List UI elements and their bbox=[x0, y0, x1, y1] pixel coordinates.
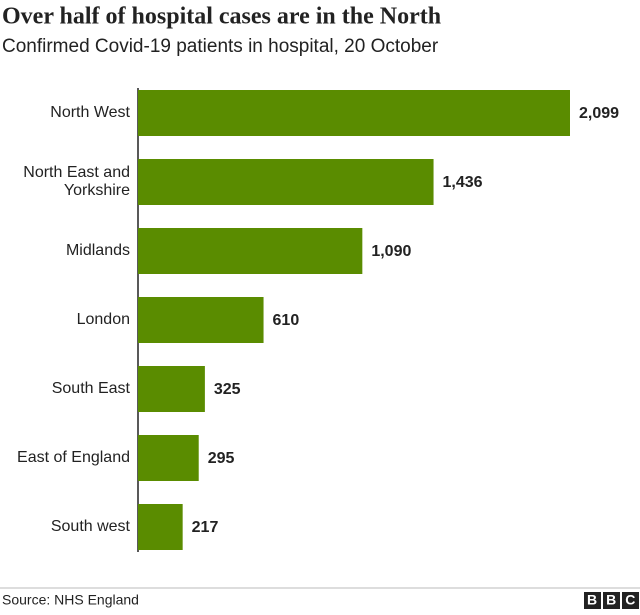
bar bbox=[138, 504, 183, 550]
logo-text: BBC bbox=[587, 592, 640, 608]
chart-subtitle: Confirmed Covid-19 patients in hospital,… bbox=[2, 36, 439, 57]
logo-box bbox=[603, 592, 620, 609]
category-label: North East and Yorkshire bbox=[23, 164, 130, 199]
logo-box bbox=[584, 592, 601, 609]
bar bbox=[138, 159, 434, 205]
chart-title: Over half of hospital cases are in the N… bbox=[2, 4, 441, 30]
bar bbox=[138, 435, 199, 481]
category-label: London bbox=[76, 311, 130, 328]
bar bbox=[138, 297, 264, 343]
value-label: 1,436 bbox=[443, 174, 483, 191]
value-label: 217 bbox=[192, 519, 219, 536]
source: Source: NHS England bbox=[2, 592, 139, 608]
category-label: South East bbox=[51, 380, 130, 397]
category-label: North West bbox=[50, 104, 130, 121]
value-label: 610 bbox=[273, 312, 300, 329]
category-label: East of England bbox=[17, 449, 130, 466]
bar bbox=[138, 366, 205, 412]
value-label: 2,099 bbox=[579, 105, 619, 122]
category-label: Midlands bbox=[65, 242, 130, 259]
value-label: 1,090 bbox=[371, 243, 411, 260]
logo-box bbox=[622, 592, 639, 609]
category-label: South west bbox=[50, 518, 130, 535]
bar bbox=[138, 228, 363, 274]
logo: BBC bbox=[584, 592, 640, 609]
value-label: 295 bbox=[208, 450, 235, 467]
bar bbox=[138, 90, 570, 136]
value-label: 325 bbox=[214, 381, 241, 398]
